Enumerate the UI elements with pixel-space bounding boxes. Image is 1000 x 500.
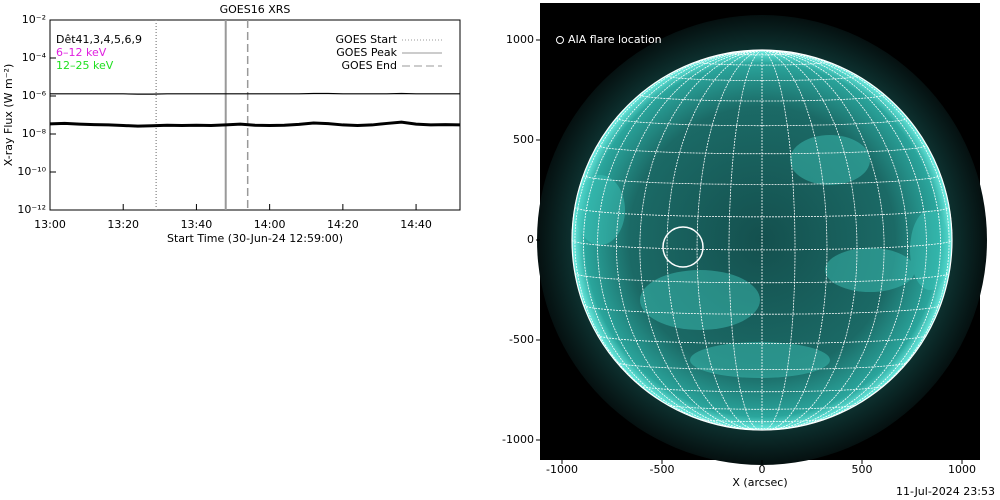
active-regions	[575, 135, 950, 378]
legend-text: GOES End	[341, 59, 397, 72]
grid-line	[761, 49, 927, 430]
grid-line	[761, 49, 950, 422]
flux-line	[50, 92, 460, 95]
x-tick-label: 14:40	[400, 218, 432, 231]
grid-line	[616, 49, 763, 430]
y-tick-label: 10⁻⁸	[22, 127, 47, 140]
y-axis-label: X-ray Flux (W m⁻²)	[2, 64, 15, 166]
x-tick-label: 1000	[948, 463, 976, 476]
y-tick-label: 500	[513, 133, 534, 146]
grid-line	[761, 49, 796, 431]
x-tick-label: 500	[852, 463, 873, 476]
grid-line	[639, 385, 885, 393]
chart-title: GOES16 XRS	[220, 3, 291, 16]
x-tick-label: 13:00	[34, 218, 66, 231]
x-tick-label: 13:40	[181, 218, 213, 231]
y-tick-label: 10⁻²	[22, 13, 46, 26]
legend-detectors: Dêt41,3,4,5,6,9	[56, 33, 142, 46]
y-tick-label: 1000	[506, 33, 534, 46]
flare-location	[662, 226, 704, 268]
x-tick-label: 13:20	[107, 218, 139, 231]
grid-line	[583, 49, 763, 428]
legend-symbol	[556, 36, 564, 44]
grid-line	[667, 404, 857, 410]
grid-line	[597, 334, 927, 344]
grid-line	[761, 49, 828, 431]
grid-line	[697, 418, 827, 423]
grid-line	[761, 49, 885, 431]
y-tick-label: 10⁻¹²	[17, 203, 46, 216]
legend-text: 6–12 keV	[56, 46, 107, 59]
legend-text: GOES Start	[336, 33, 398, 46]
x-tick-label: 14:20	[327, 218, 359, 231]
flux-line	[49, 120, 461, 128]
legend-text: 12–25 keV	[56, 59, 114, 72]
legend-text: GOES Peak	[336, 46, 397, 59]
grid-line	[597, 49, 763, 430]
y-tick-label: 10⁻¹⁰	[17, 165, 46, 178]
grid-line	[761, 49, 858, 431]
grid-line	[639, 49, 763, 431]
x-tick-label: 14:00	[254, 218, 286, 231]
footnote: 11-Jul-2024 23:53	[896, 485, 995, 498]
heliographic-grid	[571, 49, 953, 431]
x-tick-label: 0	[759, 463, 766, 476]
grid-line	[666, 49, 763, 431]
x-tick-label: -1000	[546, 463, 578, 476]
x-tick-label: -500	[650, 463, 675, 476]
grid-line	[728, 49, 763, 431]
y-tick-label: 0	[527, 233, 534, 246]
plot-frame	[49, 19, 461, 211]
y-tick-label: -1000	[502, 433, 534, 446]
chart-title: SDO/AIA AIA_1 SDO/JSOC-SDP 131 30-Jun-20…	[582, 3, 938, 16]
grid-line	[761, 49, 941, 428]
grid-line	[761, 49, 908, 430]
x-axis-label: X (arcsec)	[732, 476, 787, 489]
grid-line	[696, 49, 763, 431]
legend-text: AIA flare location	[568, 33, 662, 46]
y-tick-label: 10⁻⁶	[22, 89, 47, 102]
x-axis-label: Start Time (30-Jun-24 12:59:00)	[167, 232, 343, 245]
grid-line	[583, 304, 941, 315]
y-tick-label: -500	[509, 333, 534, 346]
y-tick-label: 10⁻⁴	[22, 51, 47, 64]
limb	[571, 49, 953, 431]
grid-line	[574, 49, 763, 422]
